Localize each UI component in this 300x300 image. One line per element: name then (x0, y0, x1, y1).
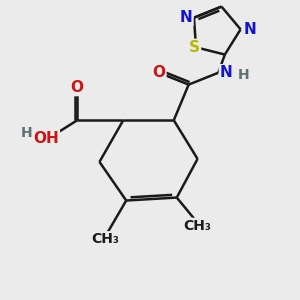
Text: CH₃: CH₃ (184, 219, 212, 233)
Text: S: S (189, 40, 200, 55)
Text: O: O (71, 80, 84, 95)
Text: N: N (244, 22, 256, 37)
Text: CH₃: CH₃ (92, 232, 119, 246)
Text: N: N (180, 10, 193, 25)
Text: H: H (21, 126, 33, 140)
Text: O: O (152, 65, 165, 80)
Text: OH: OH (33, 130, 59, 146)
Text: H: H (238, 68, 249, 82)
Text: N: N (220, 65, 233, 80)
